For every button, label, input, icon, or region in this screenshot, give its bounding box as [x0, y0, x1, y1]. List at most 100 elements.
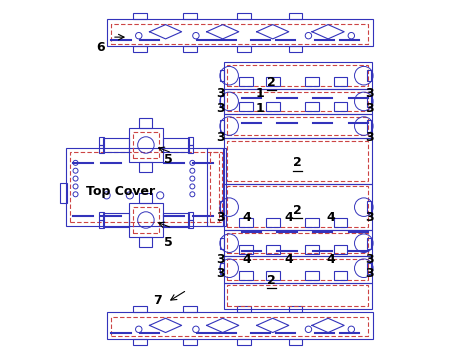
Text: 3: 3	[365, 131, 374, 144]
Text: 3: 3	[365, 87, 374, 100]
Text: 3: 3	[217, 102, 225, 115]
Text: 3: 3	[217, 267, 225, 280]
Bar	[224, 230, 372, 256]
Bar	[220, 238, 224, 249]
Bar	[266, 218, 280, 227]
Bar	[133, 46, 147, 53]
Bar	[228, 233, 368, 253]
Bar	[107, 19, 373, 46]
Bar	[239, 271, 253, 280]
Text: 6: 6	[96, 41, 105, 54]
Bar	[129, 128, 163, 162]
Bar	[133, 306, 147, 312]
Bar	[367, 238, 371, 249]
Bar	[239, 218, 253, 227]
Bar	[334, 77, 347, 86]
Text: 2: 2	[267, 76, 276, 89]
Bar	[224, 138, 372, 184]
Bar	[99, 145, 104, 153]
Bar	[111, 24, 368, 44]
Text: 1: 1	[255, 87, 264, 100]
Bar	[220, 202, 224, 213]
Bar	[228, 92, 368, 111]
Bar	[99, 212, 104, 220]
Bar	[334, 218, 347, 227]
Text: 2: 2	[267, 274, 276, 287]
Bar	[367, 120, 371, 132]
Bar	[305, 271, 319, 280]
Bar	[133, 13, 147, 19]
Bar	[103, 213, 129, 227]
Bar	[183, 339, 197, 345]
Text: 4: 4	[284, 211, 293, 224]
Bar	[188, 138, 192, 145]
Text: 3: 3	[217, 87, 225, 100]
Bar	[228, 65, 368, 86]
Bar	[228, 186, 368, 227]
Bar	[289, 46, 302, 53]
Text: 4: 4	[326, 211, 335, 224]
Bar	[99, 138, 104, 145]
Bar	[305, 77, 319, 86]
Bar	[367, 70, 371, 81]
Bar	[239, 77, 253, 86]
Text: 3: 3	[217, 253, 225, 266]
Text: 3: 3	[365, 267, 374, 280]
Bar	[220, 262, 224, 274]
Bar	[66, 148, 223, 226]
Text: 4: 4	[326, 253, 335, 266]
Bar	[305, 103, 319, 111]
Bar	[60, 183, 67, 203]
Bar	[133, 207, 159, 233]
Bar	[188, 145, 192, 153]
Bar	[220, 96, 224, 107]
Bar	[107, 312, 373, 339]
Bar	[139, 237, 153, 247]
Bar	[70, 152, 219, 222]
Bar	[139, 162, 153, 172]
Bar	[289, 306, 302, 312]
Text: 4: 4	[243, 211, 251, 224]
Bar	[367, 262, 371, 274]
Bar	[224, 62, 372, 89]
Bar	[334, 103, 347, 111]
Text: 4: 4	[284, 253, 293, 266]
Bar	[237, 46, 251, 53]
Bar	[237, 306, 251, 312]
Bar	[266, 245, 280, 253]
Bar	[139, 118, 153, 128]
Text: 3: 3	[365, 253, 374, 266]
Bar	[305, 218, 319, 227]
Text: 4: 4	[243, 253, 251, 266]
Bar	[367, 202, 371, 213]
Bar	[334, 271, 347, 280]
Bar	[305, 245, 319, 253]
Bar	[237, 13, 251, 19]
Bar	[183, 46, 197, 53]
Text: 1: 1	[255, 102, 264, 115]
Bar	[266, 271, 280, 280]
Bar	[228, 141, 368, 181]
Bar	[188, 212, 192, 220]
Bar	[224, 89, 372, 114]
Bar	[228, 259, 368, 280]
Bar	[183, 13, 197, 19]
Bar	[224, 184, 372, 230]
Bar	[139, 193, 153, 203]
Bar	[224, 283, 372, 309]
Bar	[111, 317, 368, 337]
Bar	[220, 70, 224, 81]
Bar	[228, 285, 368, 306]
Bar	[266, 77, 280, 86]
Text: 3: 3	[365, 211, 374, 224]
Bar	[239, 245, 253, 253]
Text: 5: 5	[164, 153, 173, 166]
Bar	[334, 245, 347, 253]
Bar	[220, 120, 224, 132]
Bar	[103, 138, 129, 152]
Bar	[237, 339, 251, 345]
Bar	[289, 339, 302, 345]
Text: Top Cover: Top Cover	[86, 185, 155, 198]
Bar	[133, 132, 159, 158]
Text: 2: 2	[293, 156, 302, 169]
